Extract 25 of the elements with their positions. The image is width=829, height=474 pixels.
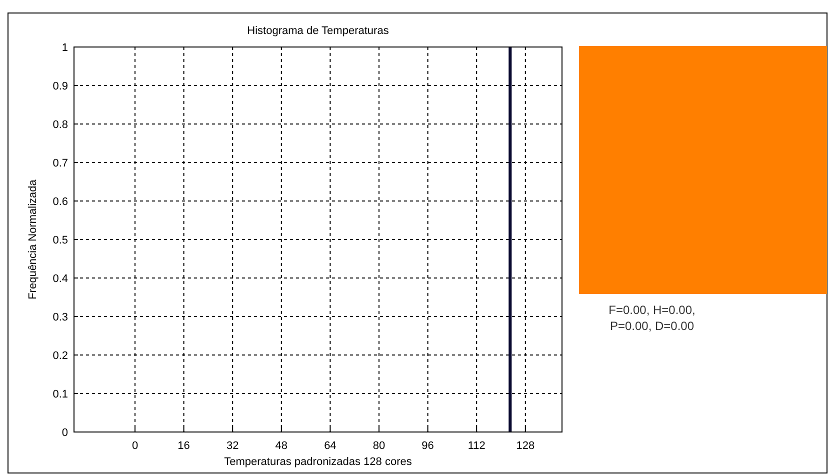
x-tick-label: 80: [372, 440, 386, 452]
x-tick-label: 96: [422, 440, 434, 452]
y-tick-label: 0.3: [52, 312, 68, 324]
x-tick-label: 128: [516, 440, 535, 452]
y-tick-label: 0.6: [52, 196, 68, 208]
y-tick-label: 0.9: [52, 80, 68, 92]
y-tick-label: 0: [62, 427, 68, 439]
x-tick-label: 48: [275, 440, 288, 452]
y-tick-label: 1: [62, 42, 68, 54]
x-tick-label: 0: [132, 440, 138, 452]
x-axis-title: Temperaturas padronizadas 128 cores: [224, 456, 412, 468]
y-tick-label: 0.4: [52, 273, 68, 285]
chart-title: Histograma de Temperaturas: [247, 25, 390, 37]
y-tick-label: 0.1: [52, 388, 68, 400]
y-tick-label: 0.7: [52, 158, 68, 170]
x-tick-label: 32: [226, 440, 239, 452]
y-tick-label: 0.8: [52, 119, 68, 131]
text: F=0.00, H=0.00,: [608, 303, 696, 317]
x-tick-label: 112: [468, 440, 486, 452]
text: P=0.00, D=0.00: [610, 319, 694, 333]
x-tick-label: 16: [178, 440, 190, 452]
y-tick-label: 0.2: [52, 350, 68, 362]
x-tick-label: 64: [324, 440, 336, 452]
y-tick-label: 0.5: [52, 234, 68, 246]
y-axis-title: Frequência Normalizada: [27, 178, 39, 300]
